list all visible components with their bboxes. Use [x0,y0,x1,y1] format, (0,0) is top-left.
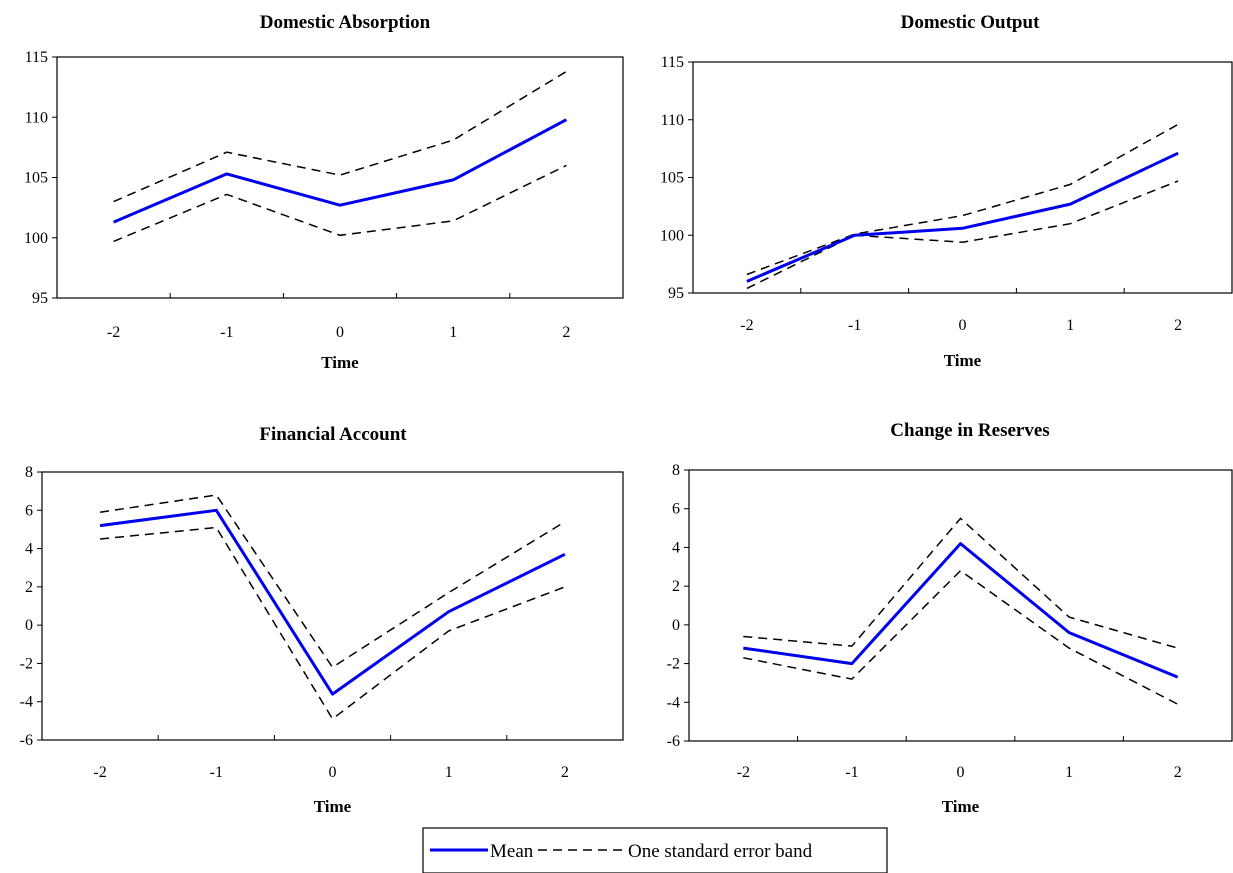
y-tick-label: -4 [667,694,680,711]
x-tick-label: 0 [957,764,965,781]
lower-band-line [100,526,566,720]
legend: Mean One standard error band [422,827,888,873]
chart-title: Domestic Output [901,12,1040,33]
panel-change-in-reserves: Change in Reserves -6 -4 -2 0 2 4 6 8 -2 -1 0 1 2 Time [667,420,1233,816]
panel-domestic-output: Domestic Output 95 100 105 110 115 -2 -1 0 1 2 Time [660,12,1233,370]
x-tick-label: 0 [959,317,967,334]
y-tick-label: 105 [660,170,684,187]
y-tick-label: 115 [661,54,684,71]
x-tick-label: -2 [737,764,750,781]
y-tick-label: -2 [667,656,680,673]
x-tick-label: -2 [107,324,120,341]
upper-band-line [99,494,566,669]
upper-band-line [113,70,567,203]
x-tick-label: -2 [93,764,106,781]
chart-title: Domestic Absorption [260,12,431,33]
x-axis-label: Time [942,797,980,816]
y-tick-label: 4 [25,541,33,558]
y-tick-label: 95 [668,285,684,302]
mean-line [113,118,568,224]
x-tick-label: 2 [562,324,570,341]
x-tick-label: 1 [1065,764,1073,781]
y-tick-label: 6 [25,502,33,519]
y-tick-label: 6 [672,501,680,518]
y-tick-label: 115 [25,49,48,66]
y-tick-label: 8 [25,464,33,481]
x-tick-label: 1 [445,764,453,781]
y-tick-label: -6 [667,733,680,750]
mean-line [99,508,566,696]
legend-box [422,827,888,873]
y-tick-label: -6 [20,732,33,749]
mean-line [743,542,1179,679]
y-tick-label: -4 [20,694,33,711]
x-tick-label: 2 [1174,764,1182,781]
chart-title: Change in Reserves [890,420,1049,441]
y-tick-label: 105 [24,170,48,187]
x-tick-label: 2 [1174,317,1182,334]
x-axis-label: Time [314,797,352,816]
x-tick-label: -1 [848,317,861,334]
legend-band-label: One standard error band [628,841,813,862]
y-tick-label: -2 [20,655,33,672]
panel-domestic-absorption: Domestic Absorption 95 100 105 110 115 -2 -1 0 1 2… [24,12,624,372]
x-tick-label: 0 [329,764,337,781]
lower-band-line [113,164,567,243]
plot-area [688,469,1233,742]
x-tick-label: -1 [210,764,223,781]
x-tick-label: -1 [845,764,858,781]
chart-title: Financial Account [259,424,407,445]
x-tick-label: 0 [336,324,344,341]
x-tick-label: -2 [740,317,753,334]
lower-band-line [743,569,1179,705]
y-tick-label: 100 [24,230,48,247]
y-tick-label: 8 [672,462,680,479]
mean-line [746,151,1179,283]
x-tick-label: 1 [449,324,457,341]
y-tick-label: 4 [672,539,680,556]
lower-band-line [746,180,1179,290]
y-tick-label: 0 [672,617,680,634]
panel-financial-account: Financial Account -6 -4 -2 0 2 4 6 8 -2 -1 0 1 2 Time [20,424,624,816]
upper-band-line [746,123,1179,276]
legend-mean-label: Mean [490,841,534,862]
upper-band-line [743,517,1178,649]
plot-area [56,56,624,299]
y-tick-label: 0 [25,617,33,634]
plot-area [41,471,624,741]
x-tick-label: 1 [1066,317,1074,334]
y-tick-label: 2 [672,578,680,595]
y-tick-label: 100 [660,227,684,244]
y-tick-label: 95 [32,290,48,307]
x-tick-label: -1 [220,324,233,341]
x-tick-label: 2 [561,764,569,781]
x-axis-label: Time [944,351,982,370]
plot-area [692,61,1233,294]
y-tick-label: 2 [25,579,33,596]
x-axis-label: Time [321,353,359,372]
y-tick-label: 110 [661,112,684,129]
y-tick-label: 110 [25,109,48,126]
